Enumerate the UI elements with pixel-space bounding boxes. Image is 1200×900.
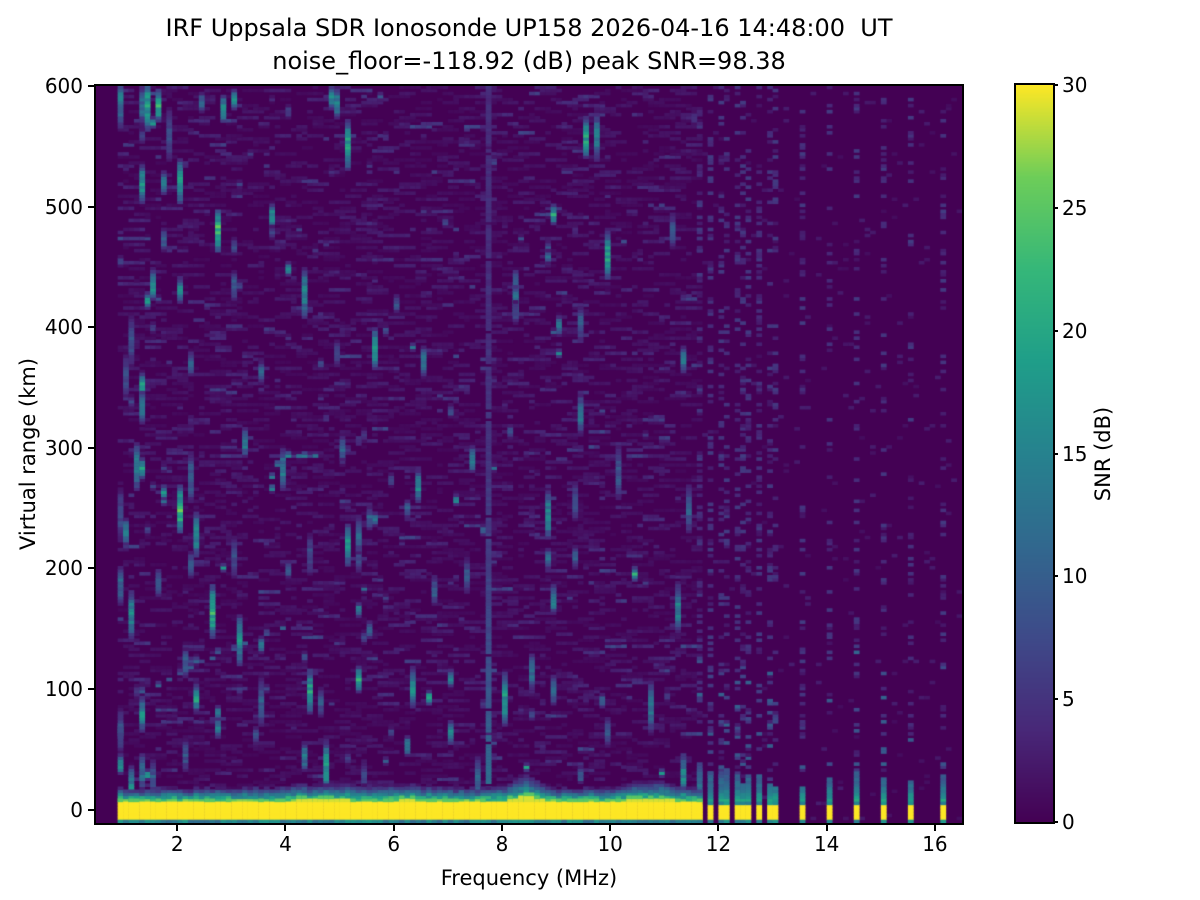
x-tick-mark — [176, 825, 179, 831]
y-tick-label: 400 — [44, 315, 83, 340]
plot-title-line2: noise_floor=-118.92 (dB) peak SNR=98.38 — [272, 47, 786, 75]
colorbar-tick-mark — [1053, 821, 1058, 823]
x-tick-mark — [933, 825, 936, 831]
y-tick-mark — [88, 688, 94, 691]
x-tick-label: 14 — [813, 832, 840, 856]
x-tick-label: 2 — [170, 832, 184, 856]
colorbar — [1016, 85, 1053, 822]
colorbar-tick-mark — [1053, 575, 1058, 578]
x-tick-label: 8 — [495, 832, 509, 856]
plot-frame — [94, 84, 964, 825]
x-tick-mark — [717, 825, 720, 831]
plot-title-line1: IRF Uppsala SDR Ionosonde UP158 2026-04-… — [165, 14, 893, 42]
colorbar-tick-mark — [1053, 206, 1058, 209]
y-tick-mark — [88, 205, 94, 208]
y-tick-label: 500 — [44, 194, 83, 219]
x-tick-mark — [609, 825, 612, 831]
x-axis-label: Frequency (MHz) — [440, 866, 618, 890]
x-tick-label: 6 — [387, 832, 401, 856]
x-tick-mark — [284, 825, 287, 831]
y-tick-label: 600 — [44, 74, 83, 98]
y-tick-label: 200 — [44, 556, 83, 581]
x-tick-mark — [392, 825, 395, 831]
y-tick-mark — [88, 446, 94, 449]
colorbar-tick-mark — [1053, 84, 1058, 86]
colorbar-tick-mark — [1053, 329, 1058, 332]
colorbar-tick-label: 5 — [1062, 687, 1075, 712]
colorbar-tick-label: 15 — [1062, 441, 1088, 466]
y-tick-mark — [88, 85, 94, 87]
y-tick-label: 100 — [44, 677, 83, 702]
colorbar-tick-mark — [1053, 698, 1058, 701]
x-tick-label: 16 — [922, 832, 948, 856]
colorbar-tick-label: 30 — [1062, 73, 1088, 97]
x-tick-label: 10 — [597, 832, 623, 856]
colorbar-tick-label: 10 — [1062, 564, 1088, 589]
colorbar-tick-label: 0 — [1062, 810, 1075, 834]
y-tick-label: 300 — [44, 435, 83, 460]
y-tick-mark — [88, 808, 94, 811]
x-tick-label: 12 — [705, 832, 732, 856]
colorbar-tick-label: 25 — [1062, 195, 1088, 220]
x-tick-label: 4 — [279, 832, 292, 856]
colorbar-tick-label: 20 — [1062, 318, 1088, 343]
x-tick-mark — [825, 825, 828, 831]
ionogram-heatmap — [96, 86, 962, 823]
colorbar-tick-mark — [1053, 452, 1058, 455]
y-tick-label: 0 — [70, 797, 83, 822]
y-tick-mark — [88, 326, 94, 329]
y-tick-mark — [88, 567, 94, 570]
x-tick-mark — [500, 825, 503, 831]
